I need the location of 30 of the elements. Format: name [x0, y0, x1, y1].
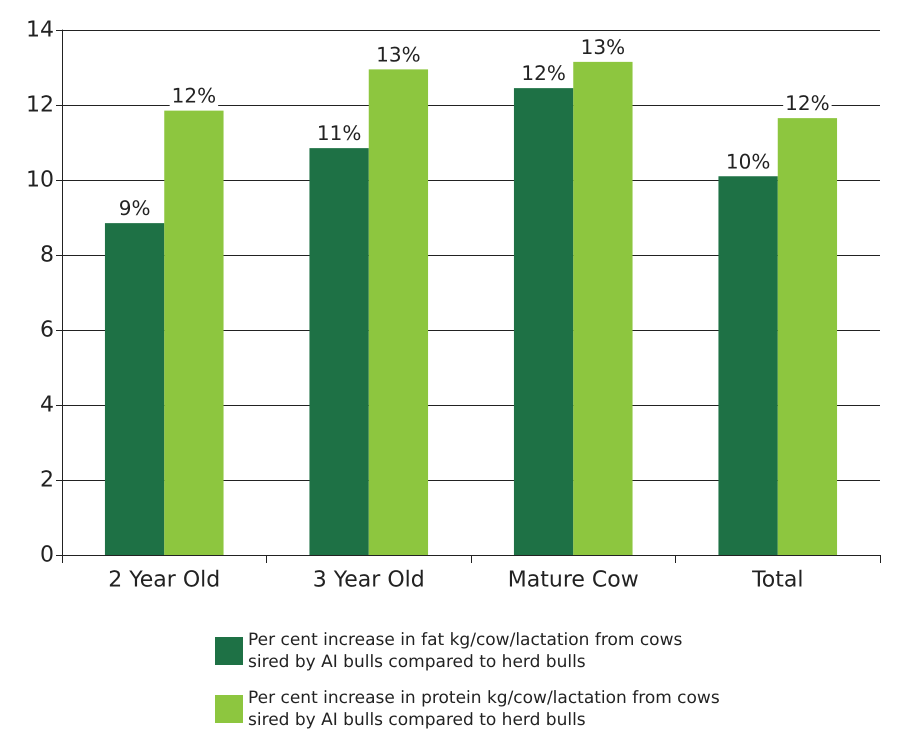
y-tick-label: 2 — [40, 468, 54, 492]
x-tick-label: 3 Year Old — [312, 568, 425, 592]
legend-label: Per cent increase in protein kg/cow/lactation from cows sired by AI bulls compared to herd bulls — [248, 688, 726, 730]
bar — [104, 223, 164, 555]
y-tick-label: 0 — [40, 542, 54, 568]
data-label: 13% — [376, 42, 421, 66]
data-label: 11% — [316, 121, 362, 146]
bar — [164, 110, 224, 555]
x-tick-label: Total — [751, 568, 804, 592]
legend-label: Per cent increase in fat kg/cow/lactation from cows sired by AI bulls compared to herd bulls — [248, 630, 688, 672]
y-tick-label: 4 — [40, 392, 54, 418]
data-label: 12% — [785, 91, 830, 116]
y-tick-label: 8 — [40, 242, 54, 268]
bar — [778, 118, 838, 555]
bar — [368, 69, 428, 555]
data-label: 12% — [172, 84, 216, 108]
bar — [309, 148, 369, 555]
data-label: 10% — [726, 149, 770, 174]
y-tick-label: 6 — [40, 318, 54, 342]
data-label: 9% — [118, 196, 150, 220]
y-tick-label: 12 — [26, 92, 54, 118]
y-tick-label: 10 — [26, 168, 54, 192]
y-tick-label: 14 — [26, 18, 54, 42]
bar — [514, 88, 574, 555]
data-label: 12% — [521, 61, 566, 86]
bar — [573, 62, 633, 555]
bar — [718, 176, 778, 555]
x-tick-label: Mature Cow — [508, 568, 639, 592]
data-label: 13% — [580, 34, 626, 59]
x-tick-label: 2 Year Old — [108, 568, 220, 592]
